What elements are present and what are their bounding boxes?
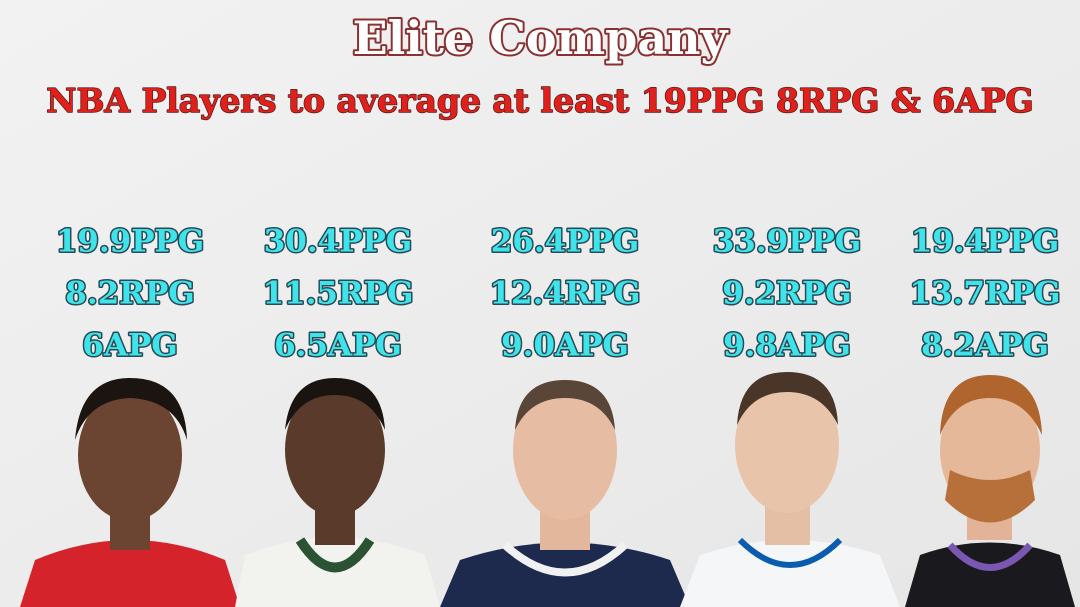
- stat-rpg: 8.2RPG: [65, 276, 194, 312]
- jersey-trim: [502, 542, 628, 577]
- stat-rpg: 12.4RPG: [489, 276, 640, 312]
- head: [735, 377, 839, 513]
- stat-ppg: 26.4PPG: [491, 224, 640, 260]
- jersey: [905, 542, 1075, 607]
- hair: [515, 380, 615, 430]
- stat-apg: 6.5APG: [274, 328, 402, 364]
- stat-rpg: 13.7RPG: [909, 276, 1060, 312]
- stat-apg: 9.0APG: [501, 328, 629, 364]
- player-photos: [20, 372, 1075, 607]
- head: [513, 380, 617, 520]
- jersey-trim: [295, 537, 375, 573]
- stat-apg: 8.2APG: [921, 328, 1049, 364]
- stat-rpg: 11.5RPG: [262, 276, 413, 312]
- stat-ppg: 19.9PPG: [56, 224, 205, 260]
- subtitle: NBA Players to average at least 19PPG 8R…: [46, 81, 1033, 120]
- stat-ppg: 33.9PPG: [713, 224, 862, 260]
- head: [78, 389, 182, 521]
- jersey: [680, 540, 900, 607]
- jersey: [20, 540, 240, 607]
- stat-apg: 6APG: [82, 328, 177, 364]
- jersey-trim: [947, 542, 1033, 571]
- stat-ppg: 30.4PPG: [264, 224, 413, 260]
- title: Elite Company: [353, 11, 729, 65]
- jersey-trim: [737, 537, 843, 568]
- hair: [285, 378, 385, 430]
- hair: [737, 372, 838, 425]
- stat-rpg: 9.2RPG: [722, 276, 851, 312]
- stat-apg: 9.8APG: [723, 328, 851, 364]
- stat-ppg: 19.4PPG: [911, 224, 1060, 260]
- hair: [75, 378, 187, 440]
- beard: [945, 470, 1035, 523]
- hair: [940, 375, 1042, 435]
- head: [285, 384, 385, 516]
